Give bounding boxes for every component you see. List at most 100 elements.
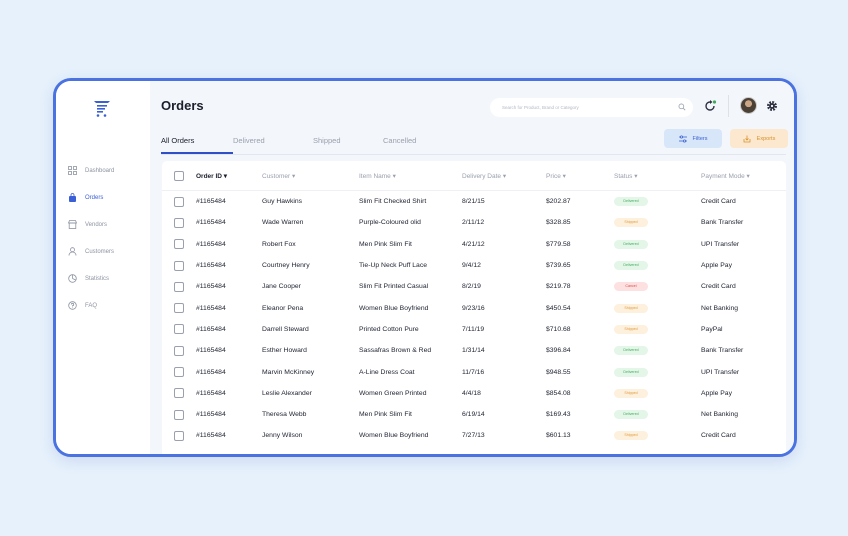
cart-list-icon[interactable] (92, 98, 112, 118)
download-icon (743, 135, 751, 142)
delivery-date-cell: 11/7/16 (462, 368, 485, 376)
customer-cell: Leslie Alexander (262, 389, 312, 397)
table-row[interactable]: #1165484 Eleanor Pena Women Blue Boyfriend… (162, 297, 786, 318)
sidebar-item-label: FAQ (85, 302, 98, 309)
delivery-date-cell: 4/21/12 (462, 240, 485, 248)
col-delivery-date[interactable]: Delivery Date ▾ (462, 172, 507, 180)
sidebar-item-label: Customers (85, 248, 115, 255)
order-id-cell: #1165484 (196, 432, 226, 440)
col-status[interactable]: Status ▾ (614, 172, 638, 180)
filters-label: Filters (692, 135, 708, 142)
status-badge: Delivered (614, 197, 648, 207)
sidebar-item-dashboard[interactable]: Dashboard (68, 157, 148, 184)
filters-button[interactable]: Filters (664, 129, 722, 148)
order-id-cell: #1165484 (196, 304, 226, 312)
table-row[interactable]: #1165484 Esther Howard Sassafras Brown & R… (162, 340, 786, 361)
tab-shipped[interactable]: Shipped (313, 136, 341, 145)
status-badge: Delivered (614, 261, 648, 271)
order-id-cell: #1165484 (196, 389, 226, 397)
status-badge: Cancel (614, 282, 648, 292)
delivery-date-cell: 6/19/14 (462, 411, 485, 419)
row-checkbox[interactable] (174, 345, 184, 356)
sidebar-item-faq[interactable]: FAQ (68, 292, 148, 319)
table-row[interactable]: #1165484 Courtney Henry Tie-Up Neck Puff L… (162, 255, 786, 276)
search-placeholder: Search for Product, Brand or Category (502, 105, 579, 110)
sidebar-item-vendors[interactable]: Vendors (68, 211, 148, 238)
price-cell: $396.84 (546, 347, 571, 355)
search-input[interactable]: Search for Product, Brand or Category (490, 98, 693, 117)
delivery-date-cell: 8/21/15 (462, 198, 485, 206)
payment-mode-cell: Credit Card (701, 432, 736, 440)
payment-mode-cell: Credit Card (701, 198, 736, 206)
row-checkbox[interactable] (174, 430, 184, 441)
store-icon (68, 220, 77, 229)
row-select-cell (162, 388, 196, 399)
status-cell: Cancel (614, 282, 701, 292)
table-row[interactable]: #1165484 Jenny Wilson Women Blue Boyfriend… (162, 425, 786, 446)
status-cell: Delivered (614, 197, 701, 207)
table-row[interactable]: #1165484 Marvin McKinney A-Line Dress Coat… (162, 361, 786, 382)
row-checkbox[interactable] (174, 367, 184, 378)
item-name-cell: Tie-Up Neck Puff Lace (359, 262, 427, 270)
row-checkbox[interactable] (174, 260, 184, 271)
app-window: Dashboard Orders Vendors Customers Statistic… (53, 78, 797, 457)
user-icon (68, 247, 77, 256)
status-cell: Delivered (614, 239, 701, 249)
table-row[interactable]: #1165484 Darrell Steward Printed Cotton Pu… (162, 319, 786, 340)
tab-all-orders[interactable]: All Orders (161, 136, 233, 154)
order-id-cell: #1165484 (196, 262, 226, 270)
price-cell: $202.87 (546, 198, 571, 206)
col-price[interactable]: Price ▾ (546, 172, 566, 180)
tab-delivered[interactable]: Delivered (233, 136, 265, 145)
row-checkbox[interactable] (174, 196, 184, 207)
col-customer[interactable]: Customer ▾ (262, 172, 296, 180)
table-row[interactable]: #1165484 Jane Cooper Slim Fit Printed Casu… (162, 276, 786, 297)
select-all-checkbox[interactable] (174, 170, 184, 181)
item-name-cell: A-Line Dress Coat (359, 368, 415, 376)
bag-icon (68, 193, 77, 202)
item-name-cell: Printed Cotton Pure (359, 325, 419, 333)
table-row[interactable]: #1165484 Wade Warren Purple-Coloured olid 2… (162, 212, 786, 233)
tab-cancelled[interactable]: Cancelled (383, 136, 417, 145)
row-select-cell (162, 196, 196, 207)
row-checkbox[interactable] (174, 217, 184, 228)
row-checkbox[interactable] (174, 303, 184, 314)
table-row[interactable]: #1165484 Robert Fox Men Pink Slim Fit 4/21/… (162, 234, 786, 255)
row-select-cell (162, 217, 196, 228)
row-checkbox[interactable] (174, 239, 184, 250)
customer-cell: Marvin McKinney (262, 368, 315, 376)
table-row[interactable]: #1165484 Theresa Webb Men Pink Slim Fit 6/1… (162, 404, 786, 425)
sidebar-nav: Dashboard Orders Vendors Customers Statistic… (68, 157, 148, 319)
col-order-id[interactable]: Order ID ▾ (196, 172, 228, 180)
question-icon (68, 301, 77, 310)
row-select-cell (162, 367, 196, 378)
row-checkbox[interactable] (174, 409, 184, 420)
sidebar-item-label: Vendors (85, 221, 108, 228)
status-badge: Delivered (614, 346, 648, 356)
page-title: Orders (161, 98, 204, 113)
row-select-cell (162, 281, 196, 292)
row-checkbox[interactable] (174, 388, 184, 399)
tabs-divider (161, 154, 786, 155)
table-row[interactable]: #1165484 Guy Hawkins Slim Fit Checked Shir… (162, 191, 786, 212)
col-item-name[interactable]: Item Name ▾ (359, 172, 396, 180)
sidebar-item-orders[interactable]: Orders (68, 184, 148, 211)
select-all-cell (162, 170, 196, 181)
payment-mode-cell: Apple Pay (701, 389, 732, 397)
status-cell: Shipped (614, 218, 701, 228)
main-content: Orders Search for Product, Brand or Cate… (150, 81, 794, 454)
sidebar-item-customers[interactable]: Customers (68, 238, 148, 265)
exports-button[interactable]: Exports (730, 129, 788, 148)
col-payment-mode[interactable]: Payment Mode ▾ (701, 172, 750, 180)
sidebar: Dashboard Orders Vendors Customers Statistic… (56, 81, 150, 454)
sidebar-item-statistics[interactable]: Statistics (68, 265, 148, 292)
status-badge: Delivered (614, 410, 648, 420)
refresh-icon[interactable] (703, 99, 717, 113)
table-row[interactable]: #1165484 Leslie Alexander Women Green Prin… (162, 383, 786, 404)
row-checkbox[interactable] (174, 281, 184, 292)
gear-icon[interactable] (766, 100, 778, 112)
row-select-cell (162, 345, 196, 356)
avatar[interactable] (740, 97, 757, 114)
row-checkbox[interactable] (174, 324, 184, 335)
header-divider (728, 95, 729, 117)
